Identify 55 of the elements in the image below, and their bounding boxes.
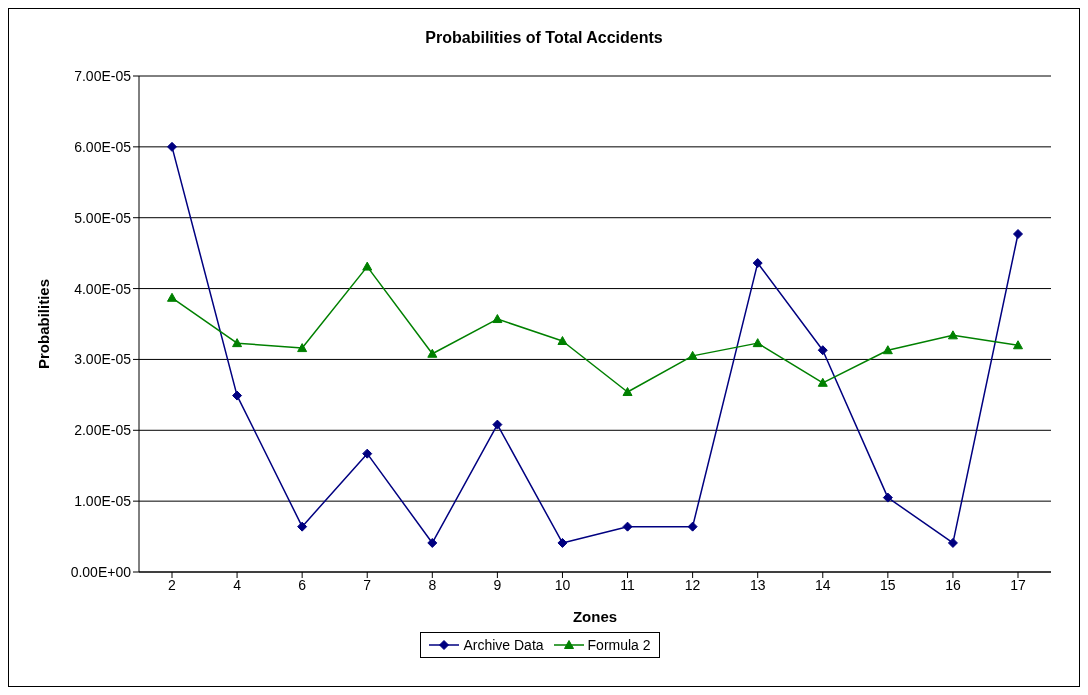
x-tick-label: 10 (554, 576, 571, 593)
x-tick-label: 8 (428, 576, 437, 593)
point (817, 377, 828, 387)
chart-title: Probabilities of Total Accidents (424, 29, 664, 47)
point (622, 521, 633, 532)
point (167, 292, 177, 302)
point (362, 261, 373, 271)
point (1013, 340, 1023, 350)
point (947, 537, 958, 548)
point (752, 258, 763, 269)
y-tick-label: 7.00E-05 (74, 67, 132, 84)
x-tick-label: 4 (233, 576, 242, 593)
x-tick-label: 9 (493, 576, 502, 593)
point (752, 338, 763, 348)
point (297, 521, 308, 532)
point (947, 330, 958, 340)
point (557, 537, 568, 548)
point (622, 387, 633, 397)
x-tick-label: 2 (168, 576, 177, 593)
y-tick-label: 2.00E-05 (74, 422, 132, 439)
point (427, 348, 438, 358)
point (687, 350, 698, 360)
point (167, 141, 177, 152)
point (557, 336, 568, 346)
y-tick-label: 4.00E-05 (74, 280, 132, 297)
point (427, 537, 438, 548)
x-tick-label: 13 (749, 576, 766, 593)
point (1013, 229, 1023, 240)
x-tick-label: 15 (880, 576, 896, 593)
y-tick-label: 1.00E-05 (74, 493, 132, 510)
x-tick-label: 6 (298, 576, 307, 593)
point (492, 419, 503, 430)
y-tick-label: 5.00E-05 (74, 209, 132, 226)
x-tick-label: 12 (684, 576, 701, 593)
x-tick-label: 7 (363, 576, 372, 593)
y-tick-label: 3.00E-05 (74, 351, 132, 368)
point (687, 521, 698, 532)
point (817, 345, 828, 356)
point (882, 345, 893, 355)
point (492, 314, 503, 324)
x-tick-label: 14 (814, 576, 831, 593)
point (232, 338, 243, 348)
y-axis-title: Probabilities (35, 278, 53, 370)
x-tick-label: 11 (620, 576, 636, 593)
legend-label: Formula 2 (586, 637, 651, 653)
point (297, 343, 308, 353)
point (232, 390, 243, 401)
x-tick-label: 17 (1010, 576, 1026, 593)
y-tick-label: 0.00E+00 (70, 563, 132, 580)
legend-label: Archive Data (462, 637, 544, 653)
point (882, 492, 893, 503)
point (362, 448, 373, 459)
y-tick-label: 6.00E-05 (74, 138, 132, 155)
x-axis-title: Zones (572, 608, 618, 625)
x-tick-label: 16 (945, 576, 961, 593)
